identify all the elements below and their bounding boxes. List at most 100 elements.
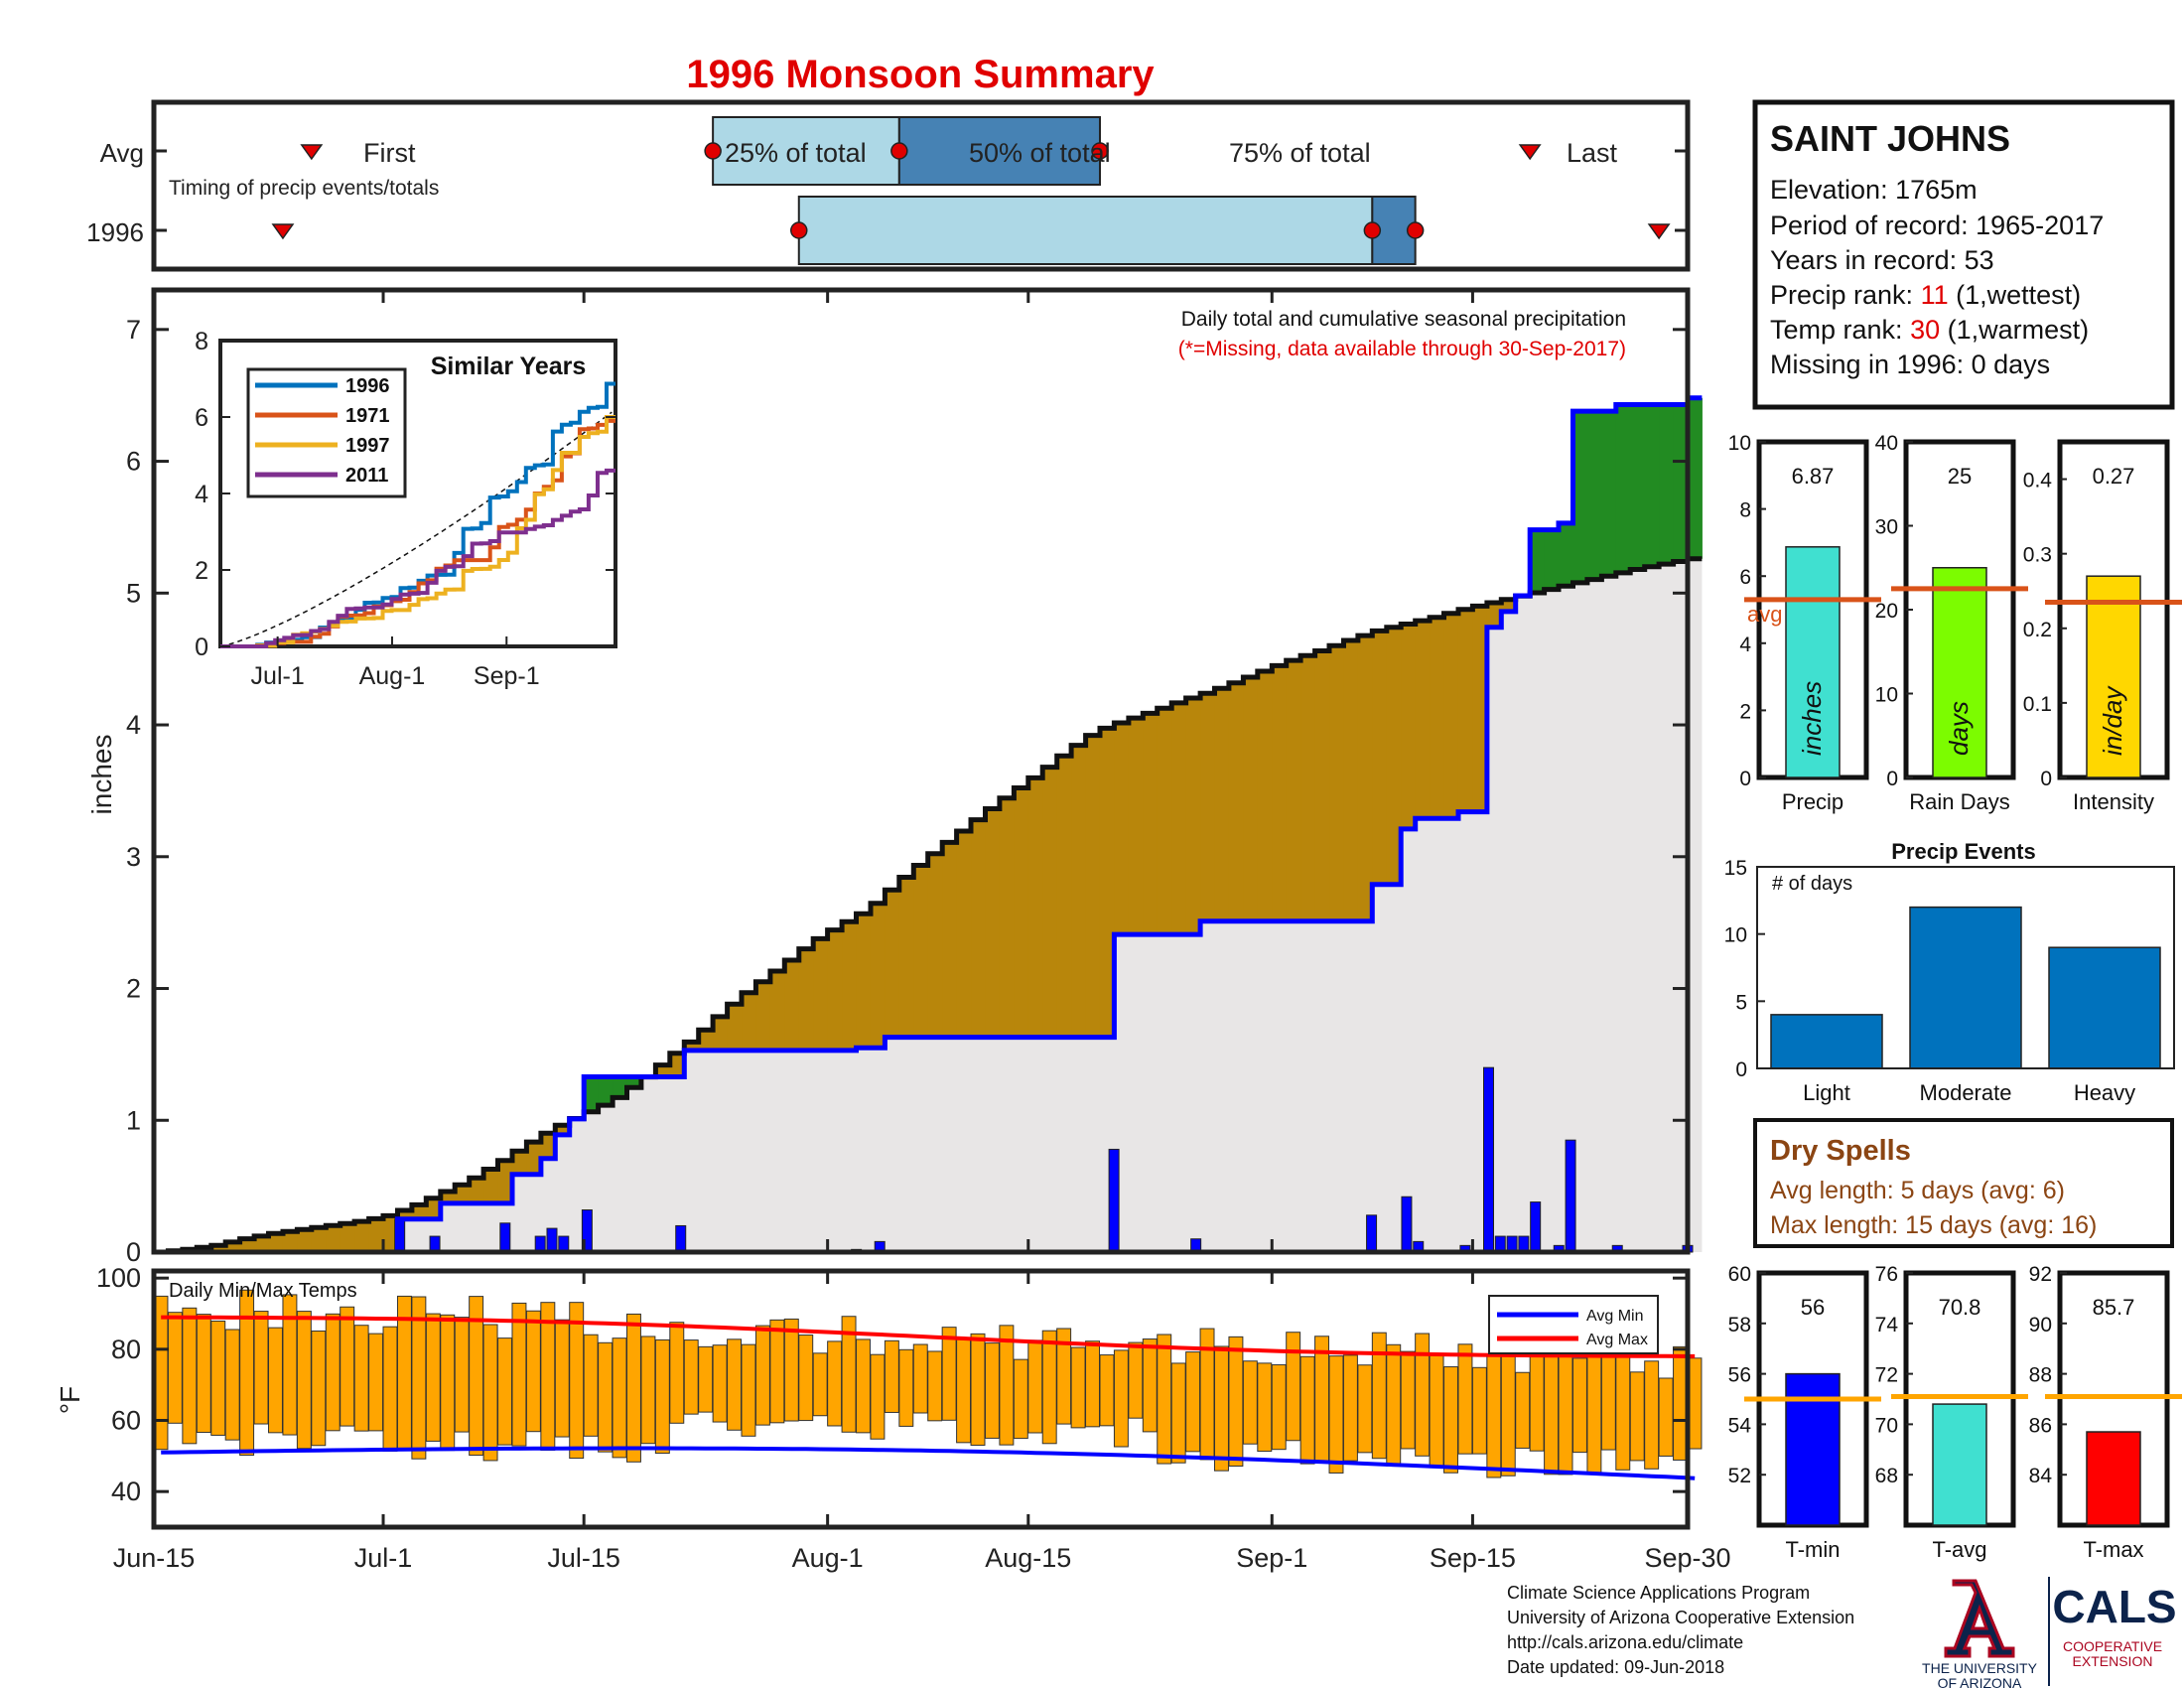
footer-line2: University of Arizona Cooperative Extens… xyxy=(1507,1608,1854,1627)
precip-dry-segment xyxy=(1185,698,1201,935)
daily-temp-bar xyxy=(769,1319,785,1424)
inset-plot: 0 2 4 6 8 Jul-1 Aug-1 Sep-1 xyxy=(195,328,615,690)
daily-temp-bar xyxy=(1486,1353,1502,1478)
temp-plot xyxy=(153,1289,1703,1480)
temp-y-tick-label: 100 xyxy=(96,1263,141,1293)
panel-category-label: T-avg xyxy=(1932,1537,1986,1562)
precip-dry-segment xyxy=(813,938,829,1051)
station-missing: Missing in 1996: 0 days xyxy=(1770,350,2050,379)
inset-title: Similar Years xyxy=(431,352,587,380)
precip-dry-segment xyxy=(1085,735,1101,1038)
daily-temp-bar xyxy=(224,1329,240,1441)
daily-temp-bar xyxy=(1271,1364,1287,1451)
daily-temp-bar xyxy=(1113,1349,1129,1448)
daily-temp-bar xyxy=(1500,1349,1516,1477)
precip-dry-segment xyxy=(870,903,886,1049)
events-y-tick-label: 0 xyxy=(1735,1058,1747,1081)
panel-y-tick-label: 52 xyxy=(1728,1465,1751,1487)
daily-precip-bar xyxy=(499,1222,511,1253)
panel-y-tick-label: 54 xyxy=(1728,1414,1752,1437)
daily-temp-bar xyxy=(296,1311,312,1450)
timing-caption: Timing of precip events/totals xyxy=(169,177,439,200)
precip-dry-segment xyxy=(1042,767,1058,1038)
daily-temp-bar xyxy=(727,1338,743,1431)
panel-bar-rain-days xyxy=(1932,567,1987,778)
daily-precip-bar xyxy=(546,1227,558,1253)
panel-y-tick-label: 2 xyxy=(1739,700,1751,723)
temp-y-label: °F xyxy=(55,1386,85,1414)
precip-dry-segment xyxy=(1286,660,1301,921)
precip-dry-segment xyxy=(540,1133,556,1159)
inset-legend-label-1997: 1997 xyxy=(345,435,390,457)
panel-unit-label: in/day xyxy=(2098,685,2127,756)
precip-dry-segment xyxy=(1228,682,1244,921)
daily-temp-bar xyxy=(1070,1346,1086,1429)
precip-wet-segment xyxy=(1544,529,1560,590)
daily-temp-bar xyxy=(1041,1330,1057,1445)
panel-rain-days: 25 0 10 20 30 40 Rain Days days xyxy=(1875,432,2028,814)
daily-temp-bar xyxy=(827,1340,843,1427)
precip-dry-segment xyxy=(268,1233,284,1252)
precip-wet-segment xyxy=(1601,411,1617,577)
events-y-tick-label: 10 xyxy=(1724,924,1747,947)
daily-temp-bar xyxy=(884,1339,899,1413)
daily-temp-bar xyxy=(1629,1371,1645,1462)
daily-precip-bar xyxy=(1530,1201,1542,1253)
daily-temp-bar xyxy=(898,1348,914,1427)
daily-temp-bar xyxy=(1571,1357,1587,1454)
panel-y-tick-label: 0 xyxy=(2040,768,2052,790)
panel-y-tick-label: 6 xyxy=(1739,566,1751,589)
panel-y-tick-label: 10 xyxy=(1875,684,1898,707)
panel-t-avg: 70.8 68 70 72 74 76 T-avg xyxy=(1875,1263,2028,1562)
precip-wet-segment xyxy=(1644,404,1660,567)
precip-dry-segment xyxy=(669,1053,685,1077)
precip-dry-segment xyxy=(1343,639,1359,921)
precip-dry-segment xyxy=(755,981,771,1051)
daily-temp-bar xyxy=(1386,1343,1402,1467)
panel-y-tick-label: 40 xyxy=(1875,432,1898,455)
precip-dry-segment xyxy=(469,1178,484,1203)
precip-dry-segment xyxy=(885,890,900,1038)
precip-wet-segment xyxy=(1630,404,1646,570)
inset-average-line xyxy=(219,411,613,647)
daily-temp-bar xyxy=(741,1343,756,1437)
daily-temp-bar xyxy=(683,1339,699,1415)
precip-dry-segment xyxy=(1243,676,1259,921)
precip-dry-segment xyxy=(1056,756,1072,1038)
dry-max: Max length: 15 days (avg: 16) xyxy=(1770,1211,2097,1239)
daily-temp-bar xyxy=(754,1325,770,1426)
timing-marks xyxy=(154,116,1688,265)
temp-y-axis: 40 60 80 100 xyxy=(96,1263,1688,1506)
precip-dry-segment xyxy=(426,1197,442,1219)
panel-intensity: 0.27 0 0.1 0.2 0.3 0.4 Intensity in/day xyxy=(2023,439,2182,814)
panel-y-tick-label: 76 xyxy=(1875,1263,1898,1286)
panel-unit-label: inches xyxy=(1797,681,1827,756)
precip-y-tick-label: 5 xyxy=(126,578,141,608)
precip-wet-segment xyxy=(1586,411,1602,580)
daily-temp-bar xyxy=(1342,1354,1358,1462)
inset-y-tick-label: 2 xyxy=(195,557,208,585)
timing-avg-q50-q75-box xyxy=(897,116,1101,186)
timing-q75-label: 75% of total xyxy=(1229,138,1371,168)
daily-temp-bar xyxy=(525,1310,541,1433)
cals-logo: CALS xyxy=(2052,1581,2176,1632)
precip-dry-segment xyxy=(898,877,914,1038)
precip-dry-segment xyxy=(1443,613,1459,819)
daily-temp-bar xyxy=(856,1338,871,1434)
precip-dry-segment xyxy=(1501,599,1517,612)
precip-dry-segment xyxy=(842,921,858,1051)
precip-dry-segment xyxy=(1457,609,1473,812)
daily-temp-bar xyxy=(511,1302,527,1447)
precip-dry-segment xyxy=(798,948,814,1051)
precip-dry-segment xyxy=(784,959,800,1051)
precip-dry-segment xyxy=(1415,621,1431,819)
station-elevation: Elevation: 1765m xyxy=(1770,175,1978,205)
precip-dry-segment xyxy=(1157,708,1172,935)
temp-frame xyxy=(151,1268,1691,1530)
precip-dry-segment xyxy=(1357,635,1373,921)
panel-y-tick-label: 0.3 xyxy=(2023,544,2052,567)
panel-y-tick-label: 0.4 xyxy=(2023,470,2053,492)
inset-y-tick-label: 8 xyxy=(195,328,208,355)
panel-precip: 6.87 0 2 4 6 8 10 Precip inches avg xyxy=(1728,432,1881,814)
